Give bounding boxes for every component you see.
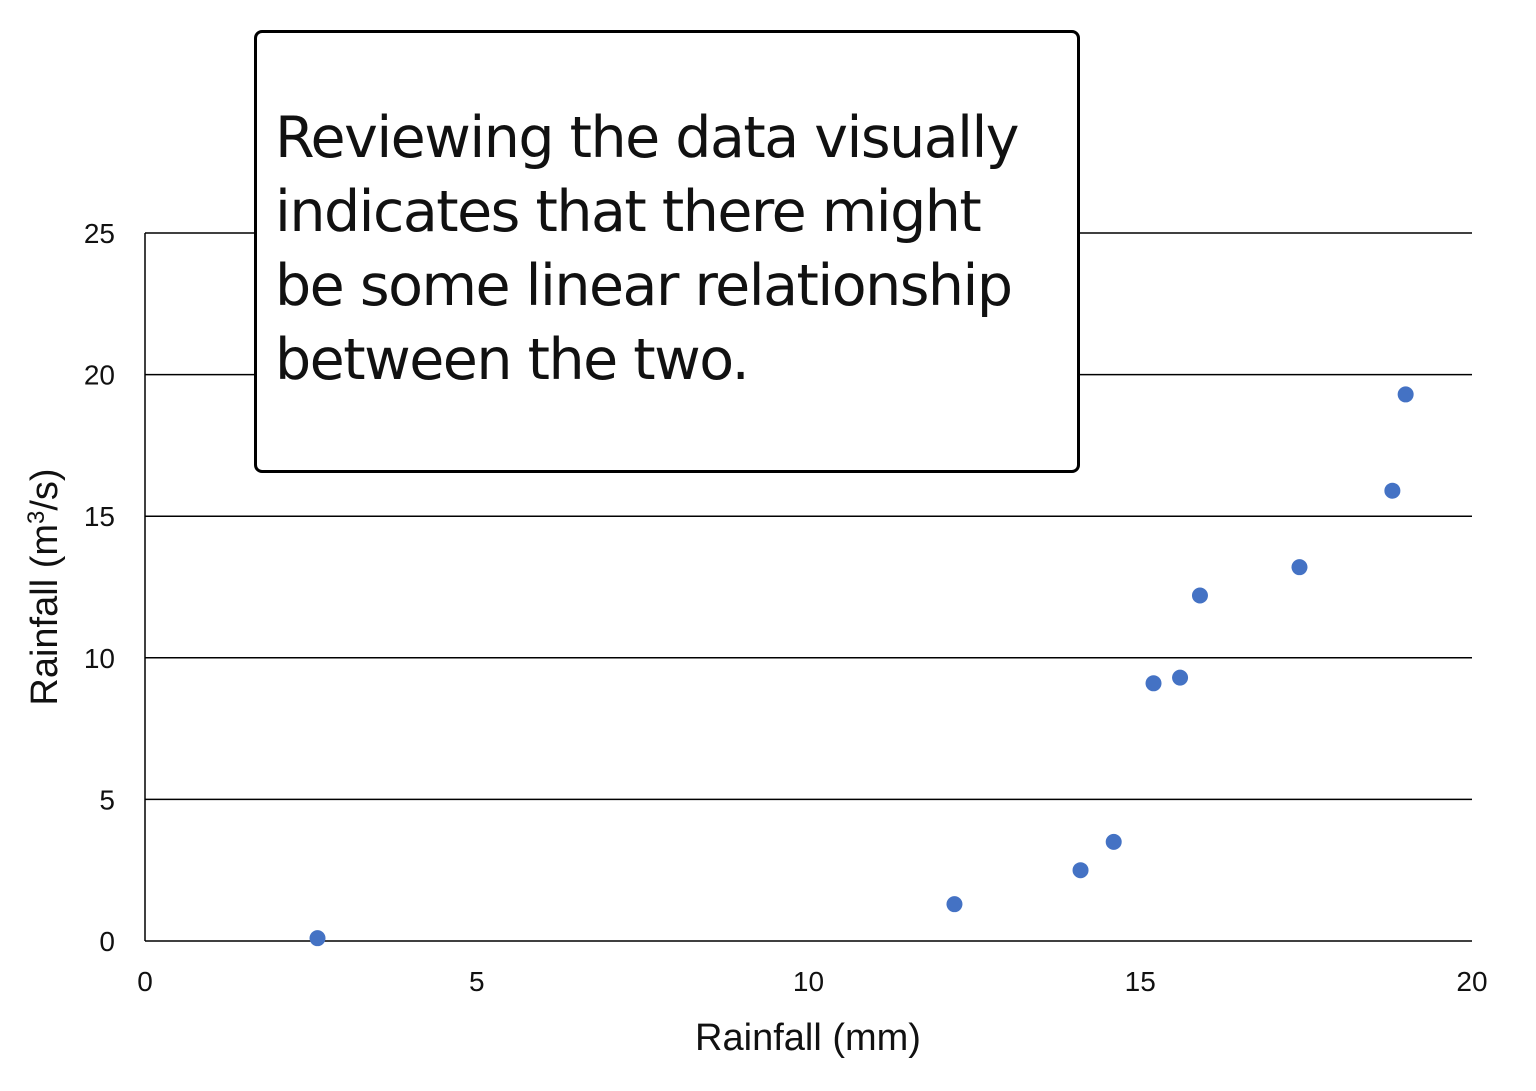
y-tick-label: 15 [84, 501, 115, 532]
x-tick-label: 15 [1125, 966, 1156, 997]
y-tick-label: 10 [84, 643, 115, 674]
y-axis-title: Rainfall (m3/s) [23, 468, 67, 705]
data-points [309, 386, 1414, 947]
y-tick-label: 20 [84, 360, 115, 391]
data-point [1191, 587, 1208, 604]
y-tick-label: 25 [84, 218, 115, 249]
x-axis-title: Rainfall (mm) [695, 1017, 921, 1059]
data-point [1072, 862, 1089, 879]
x-tick-labels: 0 5 10 15 20 [137, 966, 1487, 997]
data-point [309, 930, 326, 947]
data-point [1105, 833, 1122, 850]
x-tick-label: 0 [137, 966, 153, 997]
y-tick-label: 0 [99, 926, 115, 957]
y-tick-label: 5 [99, 784, 115, 815]
y-tick-labels: 0 5 10 15 20 25 [84, 218, 115, 957]
x-tick-label: 10 [793, 966, 824, 997]
data-point [1291, 559, 1308, 576]
data-point [1384, 482, 1401, 499]
annotation-box: Reviewing the data visually indicates th… [254, 30, 1080, 473]
x-tick-label: 5 [469, 966, 485, 997]
data-point [946, 896, 963, 913]
x-tick-label: 20 [1456, 966, 1487, 997]
data-point [1172, 669, 1189, 686]
data-point [1397, 386, 1414, 403]
data-point [1145, 675, 1162, 692]
